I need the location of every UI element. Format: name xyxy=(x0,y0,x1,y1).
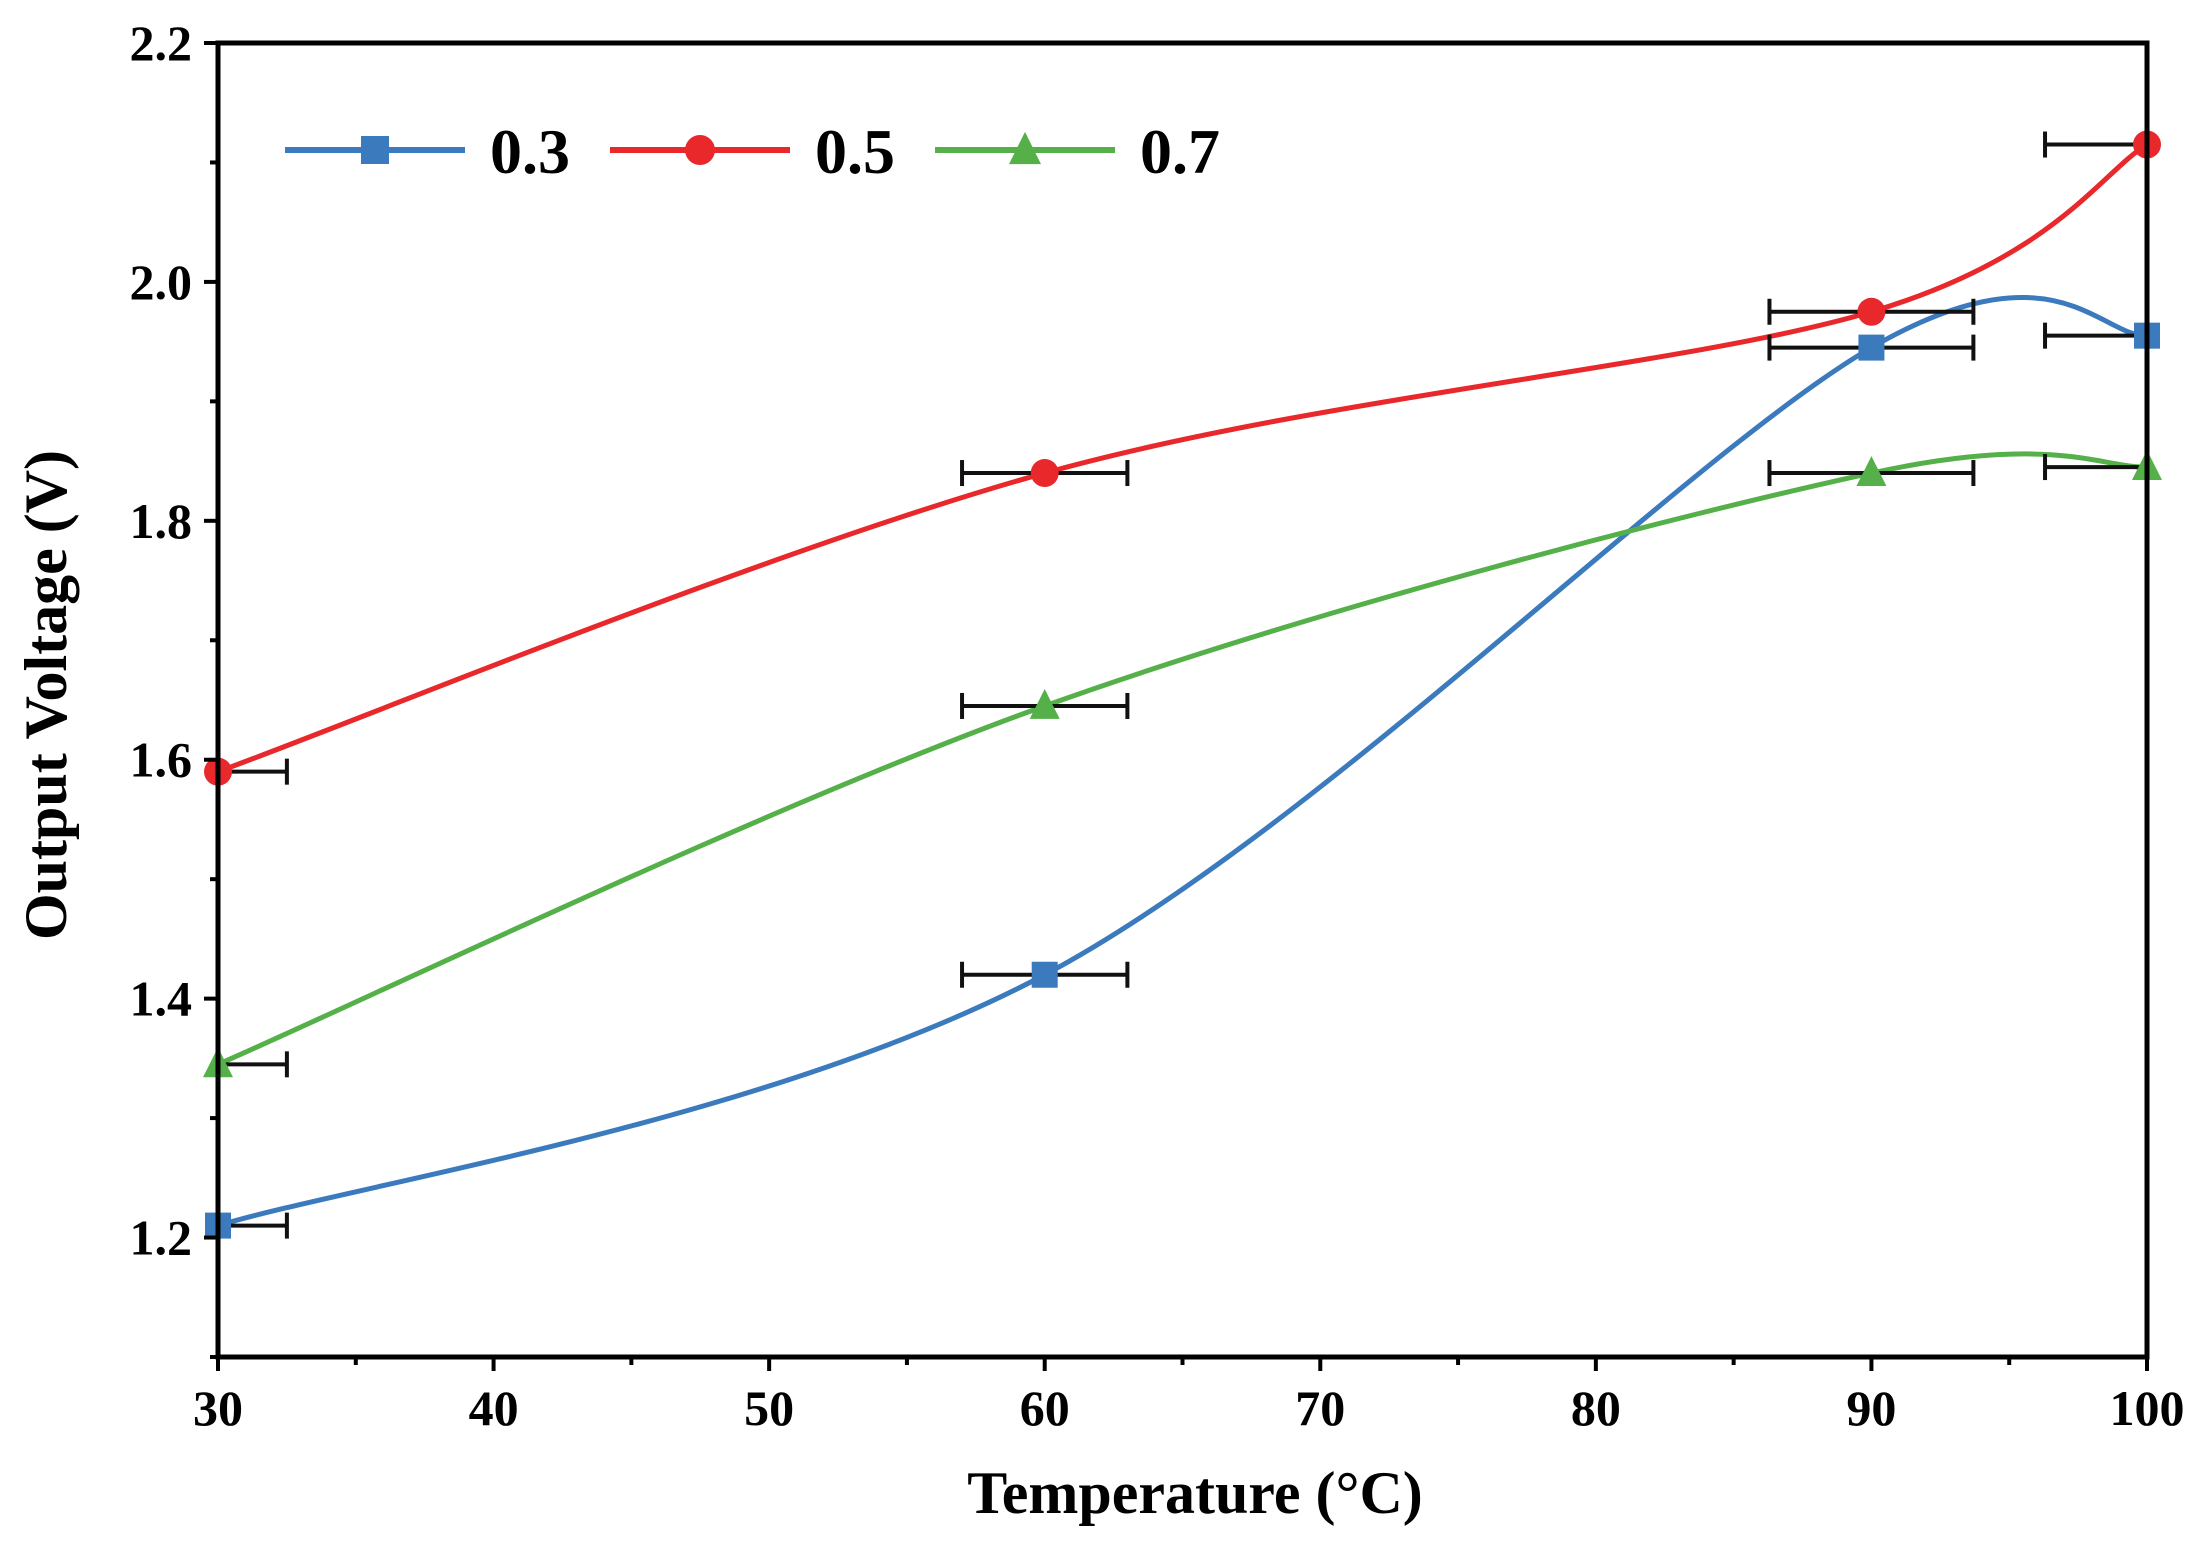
legend-label-0.3: 0.3 xyxy=(490,116,570,187)
data-point-0.5 xyxy=(1857,297,1886,326)
data-point-0.5 xyxy=(1030,459,1059,488)
legend: 0.3 0.5 0.7 xyxy=(285,116,1220,187)
axes: 30 40 50 60 70 80 90 100 1.2 1.4 1.6 1.8 2.0 2.2 xyxy=(130,15,2185,1436)
x-tick-label: 40 xyxy=(469,1380,519,1436)
x-tick-label: 30 xyxy=(193,1380,243,1436)
x-tick-label: 100 xyxy=(2110,1380,2185,1436)
error-bar xyxy=(218,1051,289,1078)
y-axis-title: Output Voltage (V) xyxy=(13,450,79,940)
error-bar xyxy=(2043,322,2147,349)
y-tick-label: 1.2 xyxy=(130,1210,193,1266)
series-line-0.7 xyxy=(215,451,2150,1067)
series-line-0.3 xyxy=(215,294,2150,1229)
y-tick-label: 1.8 xyxy=(130,493,193,549)
y-tick-label: 2.2 xyxy=(130,15,193,71)
plot-frame xyxy=(215,40,2150,1360)
x-tick-label: 60 xyxy=(1020,1380,1070,1436)
legend-marker-0.5 xyxy=(685,135,715,165)
legend-marker-0.7 xyxy=(1009,131,1041,165)
y-tick-label: 1.6 xyxy=(130,732,193,788)
data-point-0.3 xyxy=(1858,334,1885,361)
x-tick-label: 90 xyxy=(1846,1380,1896,1436)
series-lines xyxy=(215,142,2150,1229)
data-point-0.7 xyxy=(1856,456,1887,486)
series-markers xyxy=(203,130,2162,1239)
series-line-0.5 xyxy=(215,142,2150,775)
x-tick-label: 80 xyxy=(1571,1380,1621,1436)
error-bars xyxy=(218,131,2147,1239)
x-axis-title: Temperature (°C) xyxy=(967,1460,1423,1526)
data-point-0.7 xyxy=(1029,689,1060,719)
y-tick-label: 2.0 xyxy=(130,254,193,310)
x-tick-label: 70 xyxy=(1295,1380,1345,1436)
y-tick-label: 1.4 xyxy=(130,971,193,1027)
error-bar xyxy=(2043,454,2147,481)
x-tick-label: 50 xyxy=(744,1380,794,1436)
error-bar xyxy=(2043,131,2147,158)
legend-label-0.7: 0.7 xyxy=(1140,116,1220,187)
legend-label-0.5: 0.5 xyxy=(815,116,895,187)
data-point-0.3 xyxy=(1031,961,1058,988)
legend-marker-0.3 xyxy=(361,136,389,164)
